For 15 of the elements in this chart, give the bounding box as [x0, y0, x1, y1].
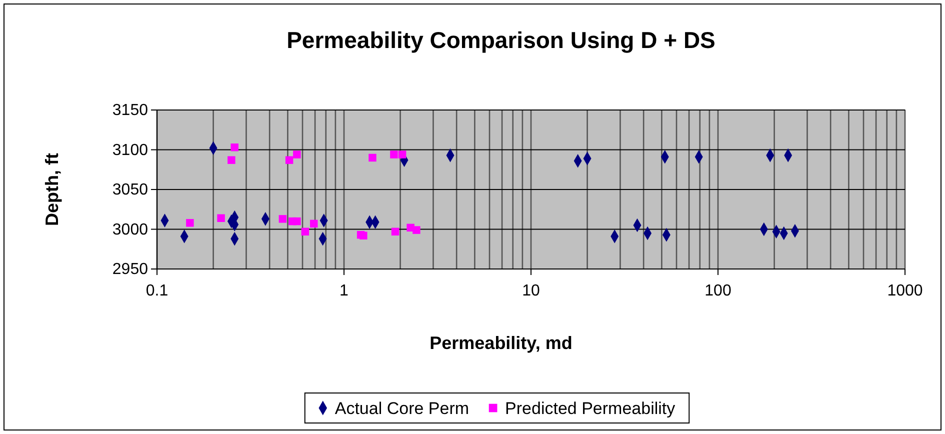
x-tick-label: 1 — [340, 282, 349, 300]
x-axis-title: Permeability, md — [430, 333, 572, 353]
legend-label: Predicted Permeability — [505, 399, 676, 418]
y-tick-label: 3050 — [112, 182, 148, 199]
y-axis-title: Depth, ft — [42, 153, 62, 226]
y-tick-label: 3150 — [112, 102, 148, 120]
y-tick-label: 3000 — [112, 221, 148, 238]
y-tick-label: 2950 — [112, 261, 148, 278]
x-tick-label: 1000 — [887, 282, 923, 300]
chart-title: Permeability Comparison Using D + DS — [286, 27, 716, 53]
x-tick-label: 10 — [522, 282, 540, 300]
x-tick-label: 0.1 — [146, 282, 168, 300]
y-tick-label: 3100 — [112, 142, 148, 159]
x-tick-label: 100 — [704, 282, 732, 300]
legend-label: Actual Core Perm — [334, 399, 470, 418]
